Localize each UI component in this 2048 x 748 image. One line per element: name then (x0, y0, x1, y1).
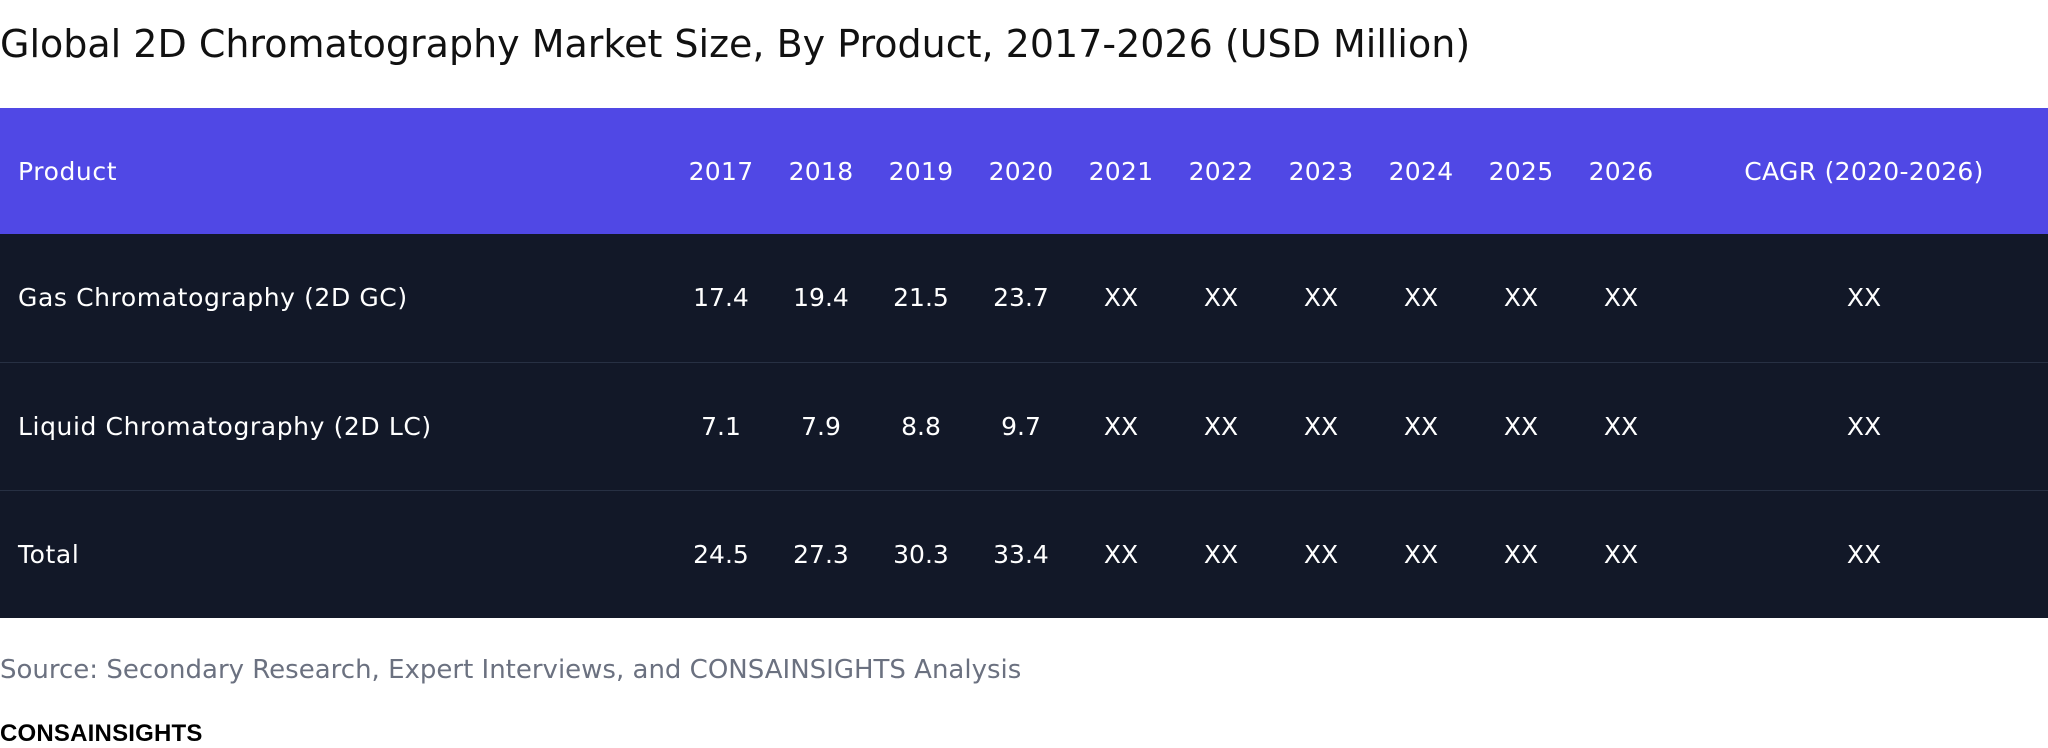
column-header-2018: 2018 (788, 156, 854, 186)
table-cell: XX (1280, 489, 1362, 618)
table-cell: XX (1362, 489, 1480, 618)
row-label: Gas Chromatography (2D GC) (18, 283, 408, 313)
table-cell: XX (1203, 283, 1239, 313)
brand-logo: CONSAINSIGHTS (0, 720, 203, 747)
column-header-cagr: CAGR (2020-2026) (1744, 156, 1984, 186)
table-cell: XX (1603, 283, 1639, 313)
table-cell: XX (1503, 283, 1539, 313)
table-cell: 7.9 (762, 361, 880, 490)
column-header-2024: 2024 (1388, 156, 1454, 186)
table-row: Total 24.5 27.3 30.3 33.4 XX XX XX XX XX… (0, 489, 2048, 618)
table-cell: XX (1480, 361, 1562, 490)
table-cell: XX (1562, 361, 1680, 490)
table-cell: 8.8 (880, 361, 962, 490)
column-header-2023: 2023 (1288, 156, 1354, 186)
column-header-2017: 2017 (688, 156, 754, 186)
table-cell: XX (1303, 283, 1339, 313)
table-cell: XX (1103, 283, 1139, 313)
table-cell: 19.4 (793, 283, 849, 313)
table-cell: XX (1680, 489, 2048, 618)
table-cell: XX (1846, 283, 1882, 313)
table-cell: XX (1280, 361, 1362, 490)
column-header-2019: 2019 (888, 156, 954, 186)
source-note: Source: Secondary Research, Expert Inter… (0, 655, 1022, 685)
table-header-row: Product 2017 2018 2019 2020 2021 2022 20… (0, 108, 2048, 234)
table-cell: XX (1403, 283, 1439, 313)
chart-title: Global 2D Chromatography Market Size, By… (0, 22, 1471, 66)
table-cell: 27.3 (762, 489, 880, 618)
table-cell: 33.4 (962, 489, 1080, 618)
column-header-2022: 2022 (1188, 156, 1254, 186)
table-cell: XX (1680, 361, 2048, 490)
column-header-2025: 2025 (1488, 156, 1554, 186)
table-cell: 24.5 (680, 489, 762, 618)
table-cell: XX (1162, 361, 1280, 490)
table-cell: 21.5 (893, 283, 949, 313)
table-row: Gas Chromatography (2D GC) 17.4 19.4 21.… (0, 234, 2048, 362)
table-cell: XX (1362, 361, 1480, 490)
table-cell: XX (1080, 361, 1162, 490)
row-label: Total (0, 489, 680, 618)
column-header-2021: 2021 (1088, 156, 1154, 186)
table-cell: XX (1080, 489, 1162, 618)
table-cell: 9.7 (962, 361, 1080, 490)
table-cell: XX (1162, 489, 1280, 618)
column-header-product: Product (18, 156, 118, 186)
table-cell: 7.1 (680, 361, 762, 490)
table-cell: 23.7 (993, 283, 1049, 313)
table-cell: XX (1562, 489, 1680, 618)
table-cell: 17.4 (693, 283, 749, 313)
table-cell: XX (1480, 489, 1562, 618)
market-size-table: Product 2017 2018 2019 2020 2021 2022 20… (0, 108, 2048, 618)
table-cell: 30.3 (880, 489, 962, 618)
row-label: Liquid Chromatography (2D LC) (0, 361, 680, 490)
table-row: Liquid Chromatography (2D LC) 7.1 7.9 8.… (0, 361, 2048, 490)
column-header-2020: 2020 (988, 156, 1054, 186)
column-header-2026: 2026 (1588, 156, 1654, 186)
